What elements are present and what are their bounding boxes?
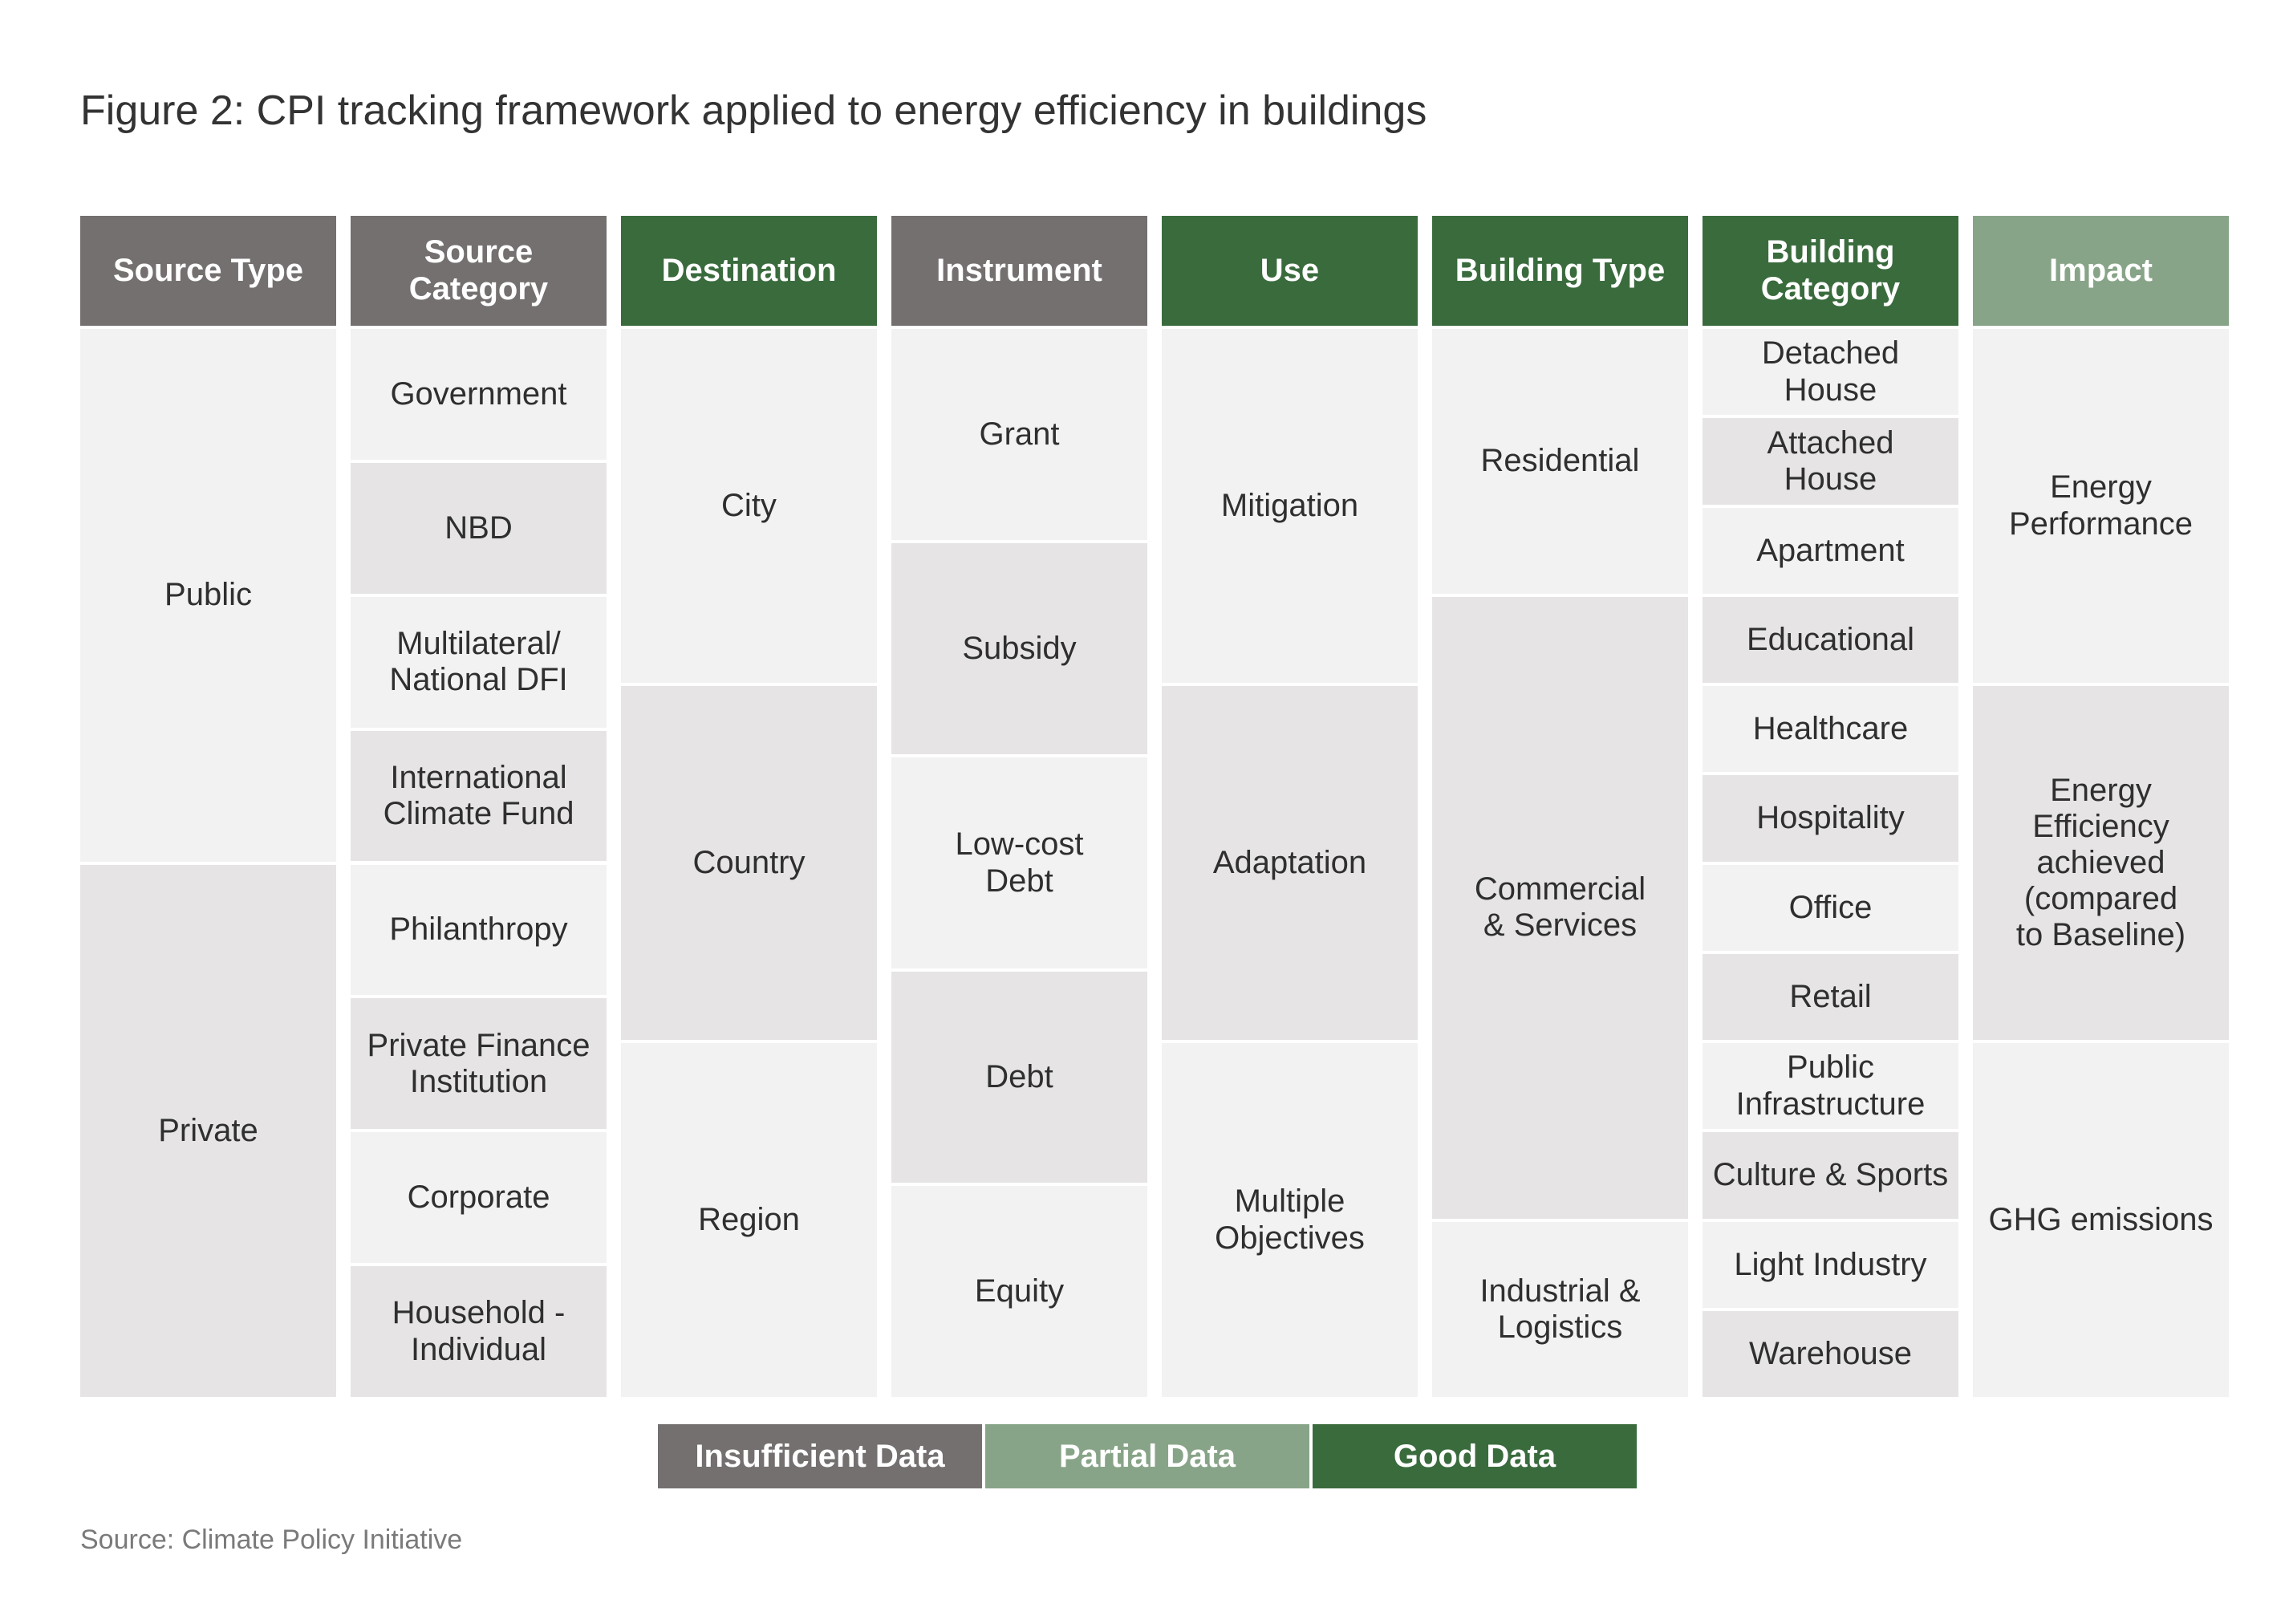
column-header-use: Use [1162,216,1418,326]
cell-warehouse: Warehouse [1703,1310,1958,1398]
cell-retail: Retail [1703,953,1958,1041]
cell-country: Country [621,686,877,1040]
cell-healthcare: Healthcare [1703,686,1958,773]
cell-office: Office [1703,864,1958,951]
cell-residential: Residential [1432,329,1688,594]
column-header-destination: Destination [621,216,877,326]
cell-city: City [621,329,877,683]
cell-energy-performance: Energy Performance [1973,329,2229,683]
cell-apartment: Apartment [1703,507,1958,594]
cell-low-cost-debt: Low-cost Debt [891,757,1147,968]
cell-multilateral-national-dfi: Multilateral/ National DFI [351,596,607,728]
cell-culture-sports: Culture & Sports [1703,1132,1958,1219]
cell-mitigation: Mitigation [1162,329,1418,683]
cell-debt: Debt [891,972,1147,1183]
cell-energy-efficiency-achieved-compared-to-baseline: Energy Efficiency achieved (compared to … [1973,686,2229,1040]
cell-hospitality: Hospitality [1703,775,1958,862]
cell-region: Region [621,1043,877,1397]
cell-light-industry: Light Industry [1703,1221,1958,1308]
cell-nbd: NBD [351,462,607,594]
cell-adaptation: Adaptation [1162,686,1418,1040]
column-header-source-type: Source Type [80,216,336,326]
cell-attached-house: Attached House [1703,418,1958,505]
cell-subsidy: Subsidy [891,543,1147,754]
column-header-building-type: Building Type [1432,216,1688,326]
cell-public-infrastructure: Public Infrastructure [1703,1043,1958,1130]
cell-educational: Educational [1703,596,1958,684]
cell-public: Public [80,329,336,862]
cell-ghg-emissions: GHG emissions [1973,1043,2229,1397]
column-header-impact: Impact [1973,216,2229,326]
cell-international-climate-fund: International Climate Fund [351,730,607,862]
cell-private: Private [80,864,336,1397]
legend-insufficient-data: Insufficient Data [658,1424,982,1488]
column-header-building-category: Building Category [1703,216,1958,326]
legend-good-data: Good Data [1313,1424,1637,1488]
figure-title: Figure 2: CPI tracking framework applied… [80,87,1427,134]
cell-industrial-logistics: Industrial & Logistics [1432,1221,1688,1397]
cell-grant: Grant [891,329,1147,540]
source-note: Source: Climate Policy Initiative [80,1525,463,1555]
cell-equity: Equity [891,1186,1147,1397]
cell-multiple-objectives: Multiple Objectives [1162,1043,1418,1397]
column-header-instrument: Instrument [891,216,1147,326]
cell-household-individual: Household - Individual [351,1266,607,1397]
cell-government: Government [351,329,607,460]
cell-philanthropy: Philanthropy [351,864,607,996]
cell-private-finance-institution: Private Finance Institution [351,998,607,1130]
cell-detached-house: Detached House [1703,329,1958,416]
cell-commercial-services: Commercial & Services [1432,596,1688,1219]
cell-corporate: Corporate [351,1132,607,1264]
column-header-source-category: Source Category [351,216,607,326]
legend-partial-data: Partial Data [985,1424,1309,1488]
